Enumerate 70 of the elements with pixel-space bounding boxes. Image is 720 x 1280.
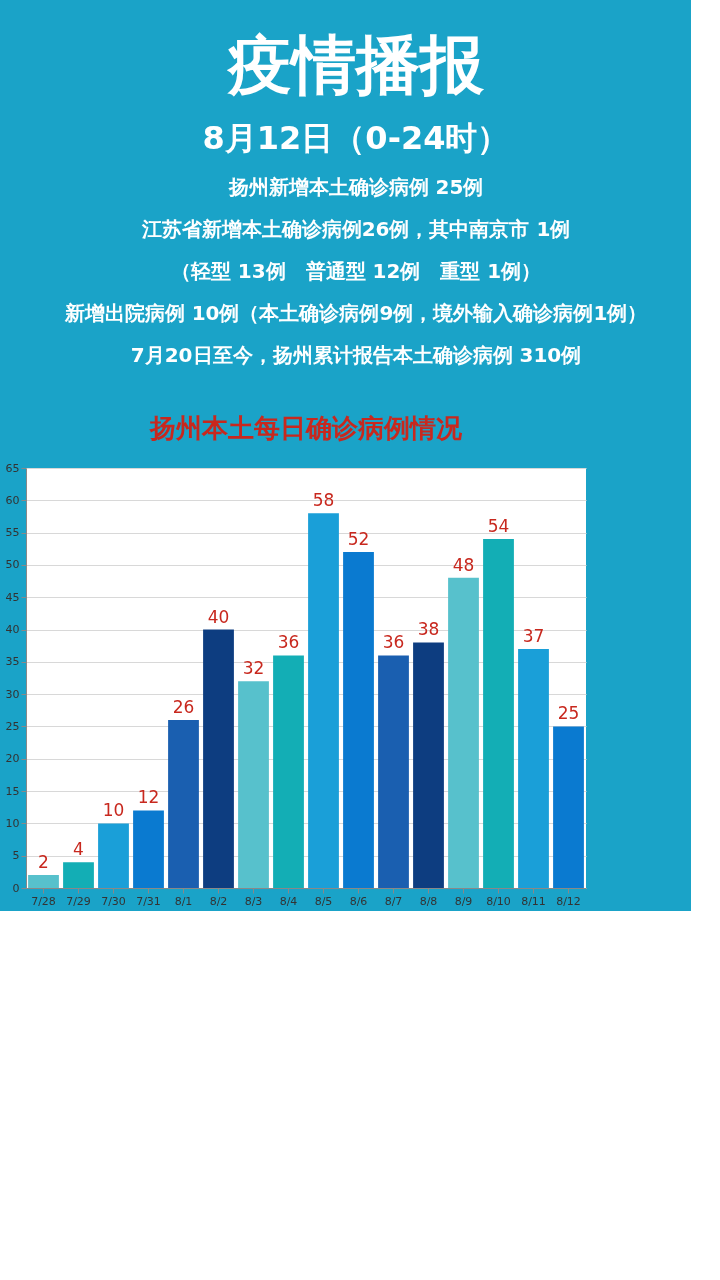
y-tick-label: 10 — [5, 816, 20, 830]
data-label: 38 — [417, 619, 440, 640]
x-tick-label: 7/28 — [31, 894, 56, 908]
y-tick-label: 65 — [5, 461, 20, 475]
y-tick-label: 45 — [5, 590, 20, 604]
x-tick-label: 8/12 — [556, 894, 581, 908]
bar — [203, 629, 234, 888]
y-tick-label: 20 — [5, 752, 20, 766]
y-tick-label: 15 — [5, 784, 20, 798]
text: （轻型 13例 普通型 12例 重型 1例） — [170, 259, 542, 284]
data-label: 58 — [312, 490, 335, 511]
bar — [133, 810, 164, 888]
bar — [98, 823, 129, 888]
data-label: 26 — [172, 697, 195, 717]
y-tick-label: 55 — [5, 526, 20, 540]
data-label: 12 — [137, 787, 160, 808]
y-tick-label: 25 — [5, 719, 20, 733]
bar — [553, 726, 584, 888]
bar — [518, 648, 549, 888]
x-tick-label: 8/9 — [454, 894, 473, 908]
x-tick-label: 7/30 — [101, 894, 126, 908]
x-tick-label: 8/1 — [174, 894, 193, 908]
x-tick-label: 7/31 — [136, 894, 161, 908]
y-tick-label: 0 — [12, 881, 20, 895]
bar — [273, 655, 304, 888]
text: 扬州新增本土确诊病例 25例 — [227, 175, 484, 200]
bar — [343, 552, 374, 888]
data-label: 48 — [452, 554, 475, 575]
y-tick-label: 40 — [5, 623, 20, 637]
bar — [483, 539, 514, 888]
data-label: 37 — [522, 625, 545, 646]
bar — [168, 720, 199, 888]
data-label: 40 — [207, 606, 230, 627]
bar — [63, 862, 94, 888]
y-tick-label: 35 — [5, 655, 20, 669]
x-tick-label: 8/8 — [419, 894, 438, 908]
data-label: 36 — [382, 632, 405, 653]
x-tick-label: 8/6 — [349, 894, 368, 908]
x-tick-label: 8/2 — [209, 894, 228, 908]
bar — [413, 642, 444, 888]
bar — [378, 655, 409, 888]
x-tick-label: 8/7 — [384, 894, 403, 908]
chart-title: 扬州本土每日确诊病例情况 — [149, 413, 463, 443]
bar — [448, 577, 479, 888]
text: 7月20日至今，扬州累计报告本土确诊病例 310例 — [130, 343, 582, 368]
data-label: 25 — [557, 703, 580, 724]
x-tick-label: 8/5 — [314, 894, 333, 908]
bar — [28, 875, 59, 888]
data-label: 52 — [347, 529, 370, 549]
text: 江苏省新增本土确诊病例26例，其中南京市 1例 — [140, 217, 571, 242]
text: 新增出院病例 10例（本土确诊病例9例，境外输入确诊病例1例） — [63, 301, 648, 326]
text: 8月12日（0-24时） — [202, 119, 510, 158]
data-label: 36 — [277, 632, 300, 653]
data-label: 10 — [102, 800, 125, 821]
data-label: 32 — [242, 658, 265, 679]
y-tick-label: 5 — [12, 849, 20, 863]
x-tick-label: 7/29 — [66, 894, 91, 908]
x-tick-label: 8/11 — [521, 894, 546, 908]
x-tick-label: 8/3 — [244, 894, 263, 908]
bar — [238, 681, 269, 888]
y-tick-label: 60 — [5, 493, 20, 507]
data-label: 2 — [38, 852, 49, 873]
y-tick-label: 30 — [5, 687, 20, 701]
x-tick-label: 8/4 — [279, 894, 298, 908]
data-label: 4 — [73, 839, 84, 860]
bar — [308, 513, 339, 888]
data-label: 54 — [487, 516, 510, 537]
y-tick-label: 50 — [5, 558, 20, 572]
text: 疫情播报 — [226, 27, 485, 102]
x-tick-label: 8/10 — [486, 894, 511, 908]
